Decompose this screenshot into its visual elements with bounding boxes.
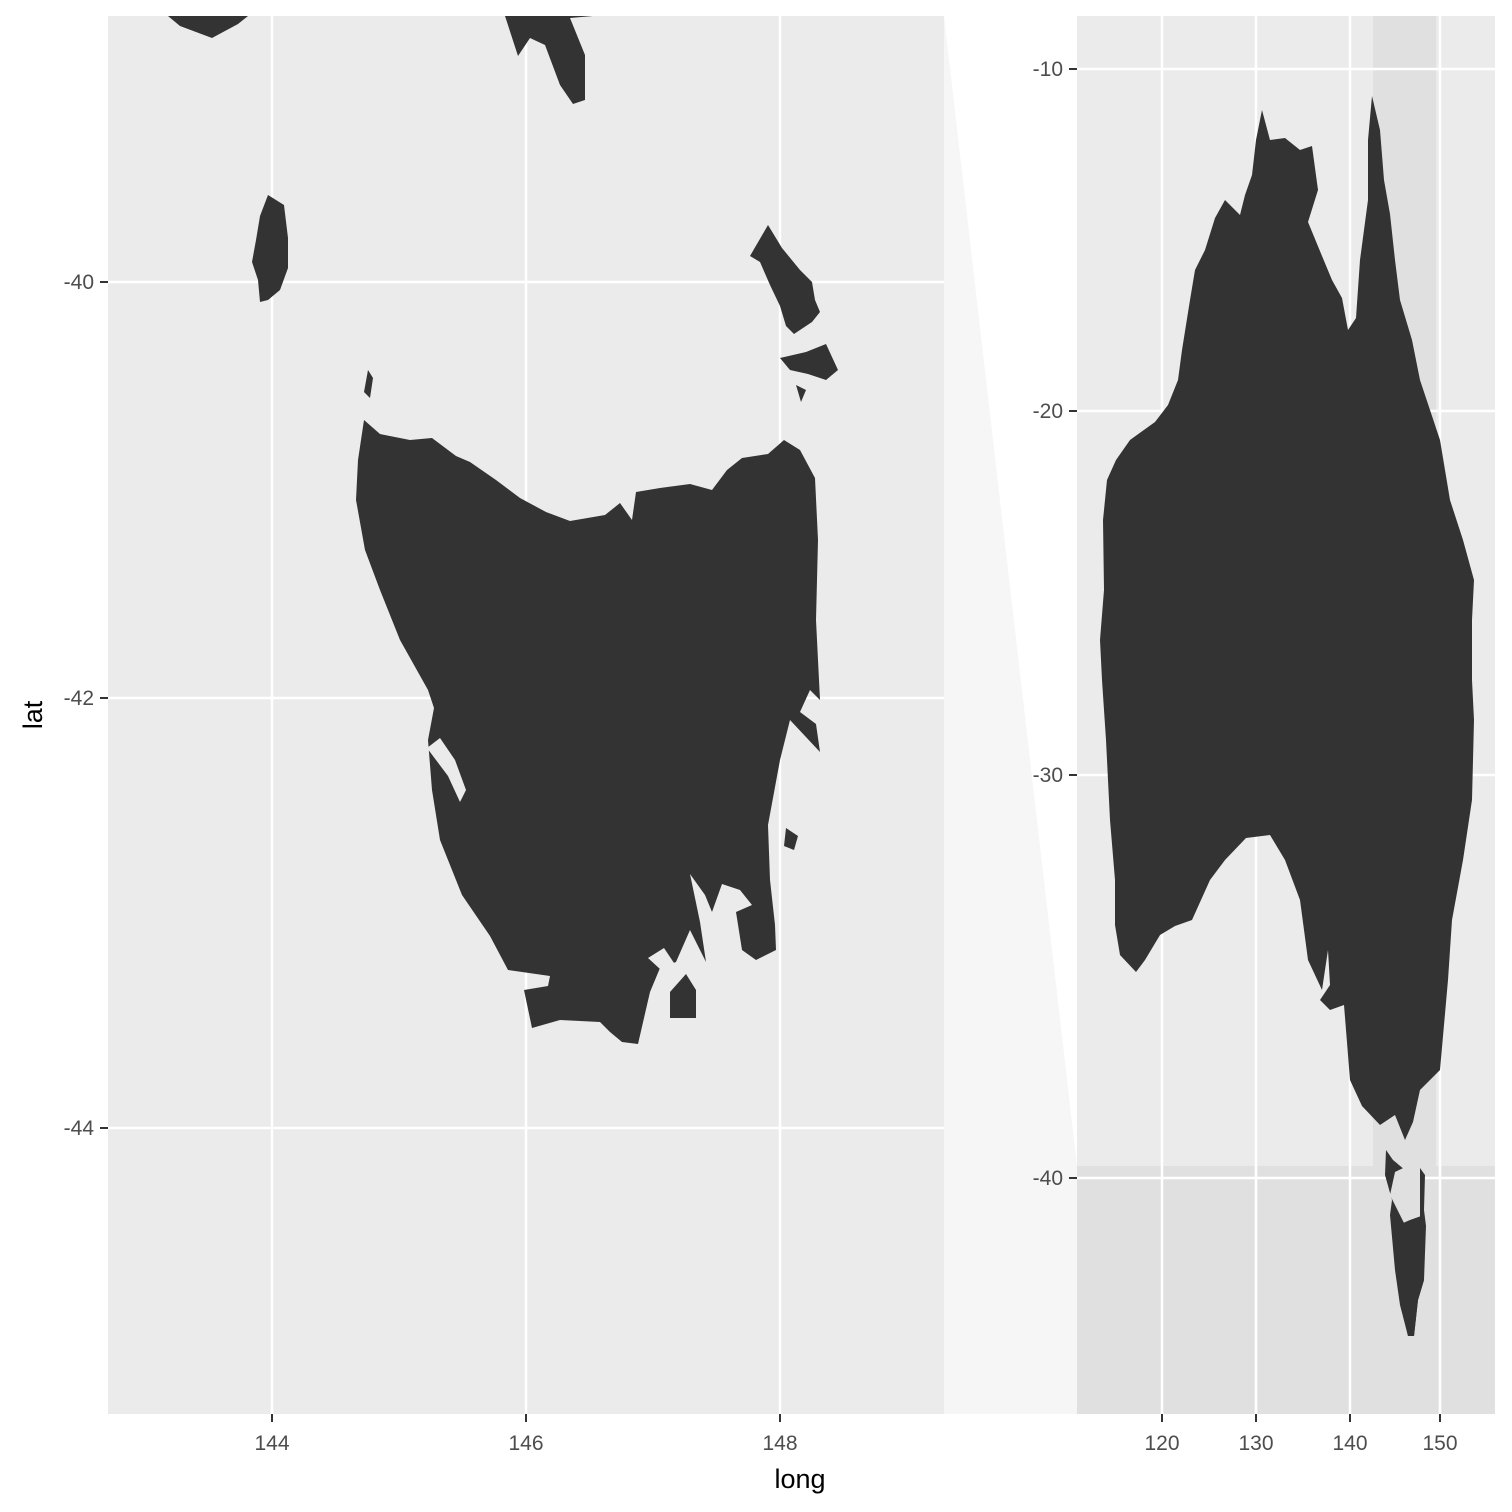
overview-panel: [1077, 16, 1495, 1414]
x-axis-title: long: [774, 1464, 825, 1494]
overview-x-tick-label-120: 120: [1144, 1432, 1179, 1455]
mainland-fragment-west: [168, 16, 248, 38]
maria-island: [784, 828, 798, 850]
zoomed-x-axis: 144 146 148: [254, 1414, 798, 1455]
overview-x-tick-label-140: 140: [1332, 1432, 1367, 1455]
australia-mainland: [1100, 96, 1474, 1140]
y-tick-label-minus-40: -40: [64, 271, 94, 294]
overview-x-tick-label-130: 130: [1238, 1432, 1273, 1455]
y-axis-title: lat: [18, 700, 48, 729]
bruny-island: [670, 974, 696, 1018]
zoom-highlight-horizontal: [1077, 1166, 1495, 1414]
zoomed-landmass: [168, 16, 838, 1044]
zoom-connector: [944, 16, 1077, 1414]
overview-x-axis: 120 130 140 150: [1144, 1414, 1458, 1455]
overview-y-tick-label-minus-20: -20: [1033, 400, 1063, 423]
x-tick-label-144: 144: [254, 1432, 289, 1455]
overview-y-tick-label-minus-30: -30: [1033, 764, 1063, 787]
cape-barren-island: [780, 344, 838, 380]
overview-tasmania-body: [1395, 1215, 1424, 1336]
southeast-inlet: [648, 948, 680, 980]
zoomed-y-axis: -40 -42 -44: [64, 271, 108, 1140]
y-tick-label-minus-44: -44: [64, 1117, 95, 1140]
mainland-fragment-east: [505, 16, 593, 104]
x-tick-label-148: 148: [762, 1432, 797, 1455]
overview-waterways: [1390, 1160, 1420, 1225]
overview-y-tick-label-minus-40: -40: [1033, 1167, 1063, 1190]
y-tick-label-minus-42: -42: [64, 687, 94, 710]
tasmania-main: [356, 420, 820, 1044]
king-island: [252, 195, 288, 302]
flinders-island: [750, 225, 820, 334]
overview-y-axis: -10 -20 -30 -40: [1033, 58, 1077, 1190]
small-north-islet: [364, 370, 373, 398]
bass-strait-gap: [1390, 1160, 1420, 1225]
macquarie-harbour: [427, 738, 466, 802]
overview-y-tick-label-minus-10: -10: [1033, 58, 1063, 81]
zoomed-panel: [108, 16, 944, 1414]
zoomed-minor-islands: [670, 828, 798, 1018]
x-tick-label-146: 146: [508, 1432, 543, 1455]
overview-x-tick-label-150: 150: [1422, 1432, 1457, 1455]
tasmania-overview-body: [1395, 1215, 1424, 1336]
clarke-island: [796, 385, 806, 402]
